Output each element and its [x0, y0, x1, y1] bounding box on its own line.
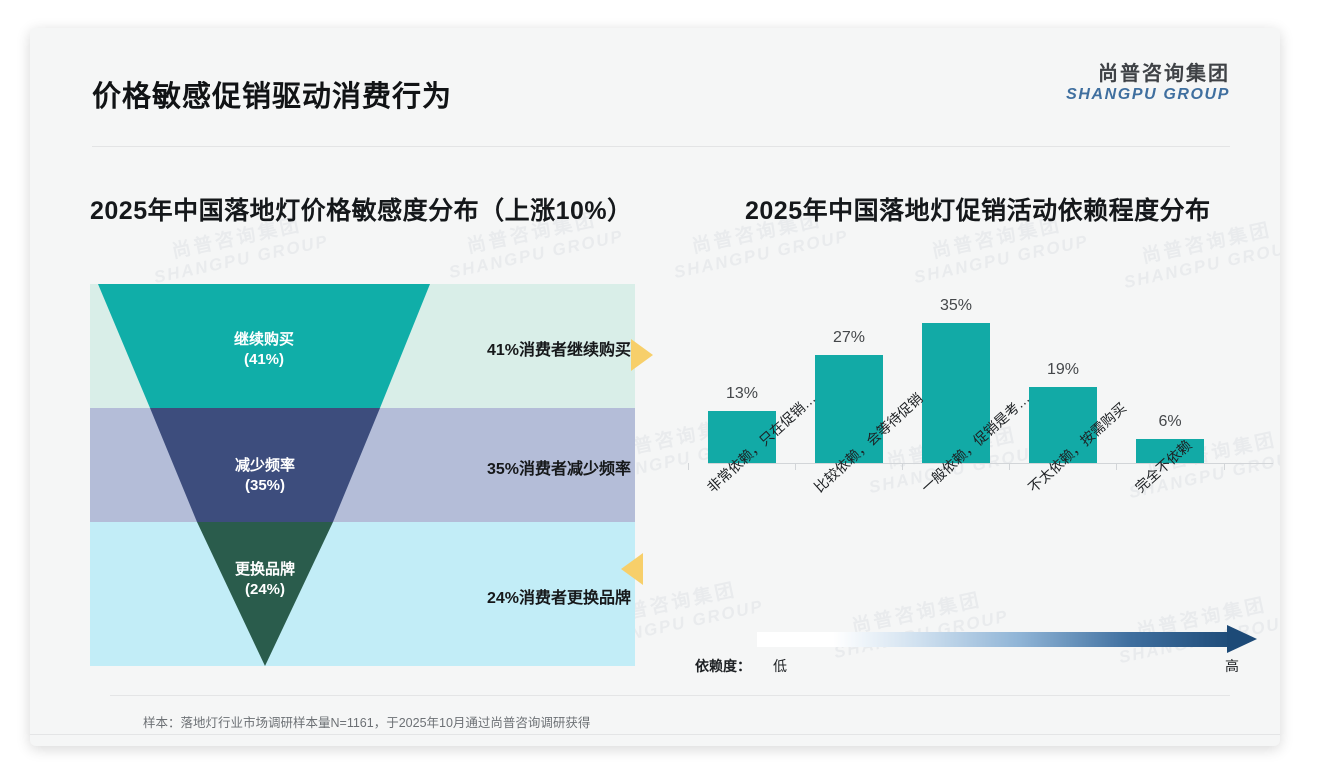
marker-triangle-left-icon — [621, 553, 643, 585]
gradient-arrow-head-icon — [1227, 625, 1257, 653]
logo-chinese-text: 尚普咨询集团 — [1098, 63, 1230, 85]
slide-header: 价格敏感促销驱动消费行为 尚普咨询集团 SHANGPU GROUP — [30, 28, 1280, 147]
slide-canvas: 价格敏感促销驱动消费行为 尚普咨询集团 SHANGPU GROUP 尚普咨询集团… — [30, 28, 1280, 746]
bar-value-label-1: 13% — [725, 385, 759, 402]
dependency-gradient-legend: 依赖度： 低 高 — [695, 624, 1280, 680]
bar-4 — [1029, 387, 1097, 463]
bar-tick-4 — [1009, 463, 1010, 470]
bar-value-label-2: 27% — [832, 329, 866, 346]
funnel-segment-continue-purchase — [98, 284, 430, 408]
sample-footnote: 样本：落地灯行业市场调研样本量N=1161，于2025年10月通过尚普咨询调研获… — [143, 716, 591, 730]
funnel-segment-value: (41%) — [243, 351, 284, 369]
funnel-band-3 — [90, 522, 635, 666]
logo-english-text: SHANGPU GROUP — [1066, 86, 1230, 103]
header-divider — [92, 146, 1230, 147]
funnel-segment-value: (24%) — [244, 581, 285, 599]
funnel-segment-value: (35%) — [244, 477, 285, 495]
bar-2 — [815, 355, 883, 463]
funnel-segment-label-1: 继续购买 (41%) — [194, 330, 334, 371]
dependency-bar-chart: 13% 27% 35% 19% 6% 非常依赖，只在促销… 比较依赖，会等待促销 一般依赖，… — [688, 268, 1280, 618]
bar-chart-x-axis — [708, 463, 1273, 464]
footer-divider — [30, 734, 1280, 735]
funnel-segment-label-3: 更换品牌 (24%) — [195, 560, 335, 601]
bar-tick-1 — [688, 463, 689, 470]
funnel-band-label-3: 24%消费者更换品牌 — [486, 590, 631, 607]
legend-caption: 依赖度： — [695, 658, 751, 674]
gradient-bar — [757, 632, 1235, 647]
bar-value-label-4: 19% — [1046, 361, 1080, 378]
funnel-band-label-2: 35%消费者减少频率 — [486, 461, 631, 478]
left-chart-title: 2025年中国落地灯价格敏感度分布（上涨10%） — [90, 197, 633, 225]
bar-tick-5 — [1116, 463, 1117, 470]
bar-value-label-5: 6% — [1158, 413, 1182, 430]
funnel-segment-switch-brand — [197, 522, 333, 666]
page-title: 价格敏感促销驱动消费行为 — [92, 81, 453, 113]
funnel-segment-reduce-frequency — [150, 408, 380, 522]
gradient-arrow-bar — [757, 625, 1262, 653]
funnel-band-label-1: 41%消费者继续购买 — [486, 342, 631, 359]
funnel-segment-label-2: 减少频率 (35%) — [195, 456, 335, 497]
right-chart-title: 2025年中国落地灯促销活动依赖程度分布 — [745, 197, 1211, 225]
funnel-segment-name: 减少频率 — [234, 457, 295, 474]
funnel-chart: 41%消费者继续购买 35%消费者减少频率 24%消费者更换品牌 继续购买 (41%)… — [90, 260, 653, 680]
marker-triangle-right-icon — [631, 339, 653, 371]
bar-tick-2 — [795, 463, 796, 470]
funnel-segment-name: 更换品牌 — [234, 561, 295, 578]
bar-tick-3 — [902, 463, 903, 470]
bar-value-label-3: 35% — [939, 297, 973, 314]
bar-5 — [1136, 439, 1204, 463]
legend-high-label: 高 — [1225, 658, 1239, 674]
company-logo: 尚普咨询集团 SHANGPU GROUP — [1066, 64, 1230, 104]
footnote-divider — [110, 695, 1230, 696]
bar-tick-end — [1224, 463, 1225, 470]
bar-3 — [922, 323, 990, 463]
funnel-shape — [98, 284, 430, 666]
bar-1 — [708, 411, 776, 463]
legend-low-label: 低 — [773, 658, 787, 674]
funnel-segment-name: 继续购买 — [233, 331, 294, 348]
